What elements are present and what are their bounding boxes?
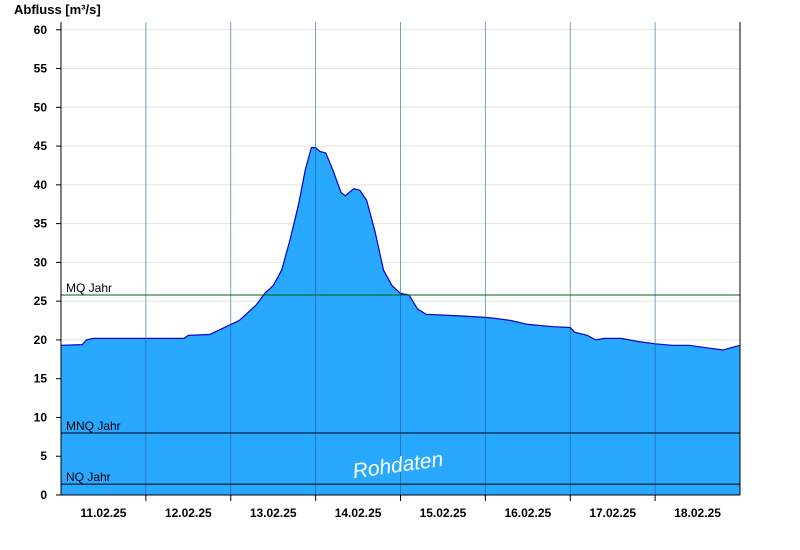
y-tick-label: 5 <box>40 449 47 463</box>
reference-line-label: NQ Jahr <box>66 470 111 484</box>
y-tick-label: 20 <box>34 333 48 347</box>
day-boundary-lines <box>145 22 656 495</box>
reference-line-label: MQ Jahr <box>66 281 112 295</box>
y-tick-label: 35 <box>34 217 48 231</box>
x-tick-label: 15.02.25 <box>420 506 467 520</box>
y-axis-label: Abfluss [m³/s] <box>14 2 101 17</box>
axes: 0 5 10 15 20 25 30 35 40 45 50 55 60 11.02.25 12.02.25… <box>34 22 741 520</box>
y-tick-label: 0 <box>40 488 47 502</box>
y-tick-label: 55 <box>34 62 48 76</box>
x-tick-label: 16.02.25 <box>504 506 551 520</box>
y-tick-label: 45 <box>34 139 48 153</box>
y-tick-label: 30 <box>34 255 48 269</box>
x-tick-label: 12.02.25 <box>165 506 212 520</box>
x-tick-label: 14.02.25 <box>335 506 382 520</box>
y-tick-label: 15 <box>34 372 48 386</box>
y-tick-label: 10 <box>34 410 48 424</box>
y-tick-label: 25 <box>34 294 48 308</box>
reference-lines: MQ Jahr MNQ Jahr NQ Jahr <box>61 281 740 485</box>
discharge-line <box>60 147 741 351</box>
x-tick-label: 13.02.25 <box>250 506 297 520</box>
y-tick-label: 40 <box>34 178 48 192</box>
x-tick-label: 18.02.25 <box>674 506 721 520</box>
reference-line-label: MNQ Jahr <box>66 419 121 433</box>
x-tick-label: 11.02.25 <box>80 506 126 520</box>
y-tick-label: 60 <box>34 23 48 37</box>
x-tick-label: 17.02.25 <box>589 506 636 520</box>
y-tick-label: 50 <box>34 100 48 114</box>
